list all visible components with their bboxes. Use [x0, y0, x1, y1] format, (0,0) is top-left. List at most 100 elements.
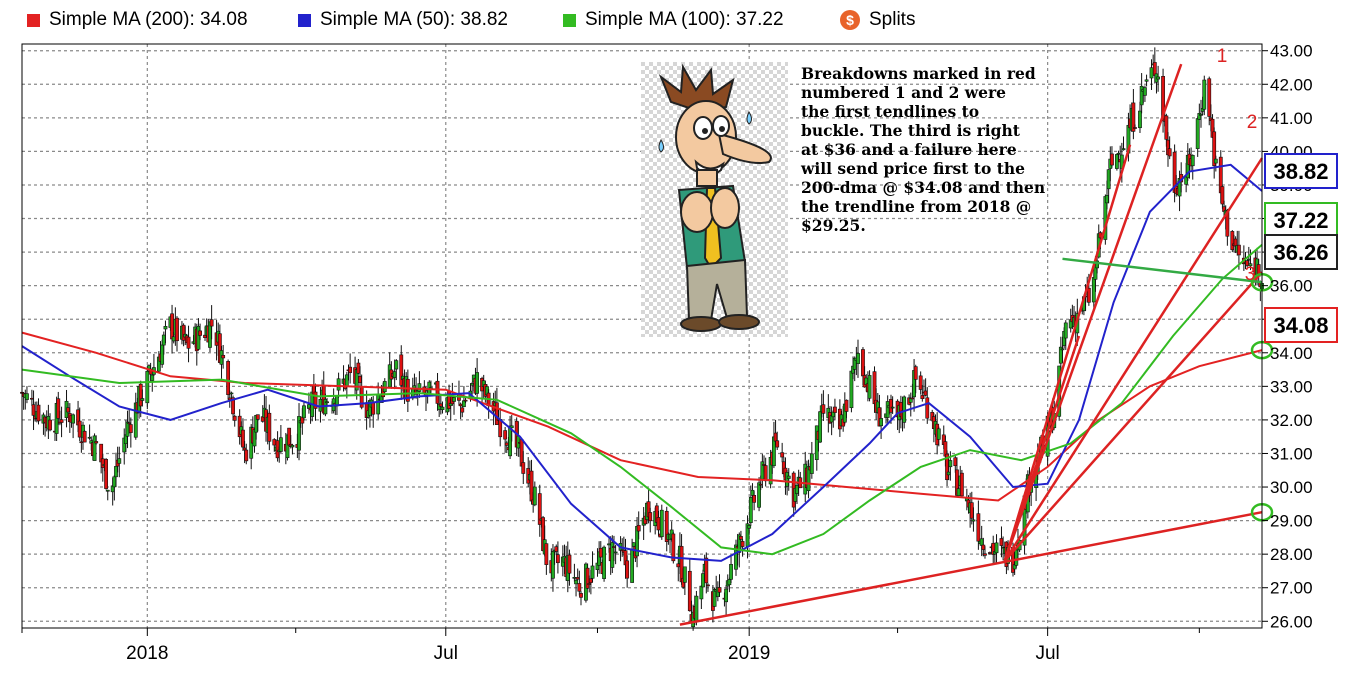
candle-body [405, 378, 410, 402]
candle-body [244, 449, 249, 462]
candle-body [856, 353, 860, 364]
candle-body [739, 536, 743, 540]
price-callouts: 38.82 37.22 36.26 34.08 [1264, 153, 1338, 343]
candle-body [994, 542, 999, 554]
candle-body [948, 460, 953, 468]
candle-body [1139, 85, 1144, 106]
candle-body [1133, 127, 1137, 129]
candle-body [138, 383, 143, 407]
candle-body [290, 444, 295, 448]
candle-body [313, 391, 318, 409]
legend-item-splits[interactable]: $ Splits [840, 9, 915, 31]
candle-body [577, 583, 582, 592]
annotation-line: at $36 and a failure here [801, 140, 1017, 159]
candle-body [602, 546, 606, 579]
candle-body [551, 551, 555, 579]
candle-body [336, 378, 341, 391]
candle-body [590, 565, 595, 579]
candle-body [104, 459, 108, 489]
candle-body [648, 512, 653, 522]
candle-body [971, 519, 976, 522]
candle-body [463, 399, 468, 402]
candle-body [1110, 153, 1114, 166]
legend-item-ma100[interactable]: Simple MA (100): 37.22 [563, 9, 784, 31]
legend-swatch-ma100 [563, 13, 576, 27]
candle-body [399, 354, 404, 386]
trendline-number-label: 3 [1245, 264, 1256, 285]
legend-item-ma50[interactable]: Simple MA (50): 38.82 [298, 9, 508, 31]
candle-body [1213, 158, 1218, 164]
candle-body [844, 399, 849, 412]
candle-body [382, 381, 387, 393]
candle-body [241, 429, 245, 448]
y-tick-label: 30.00 [1270, 478, 1313, 497]
annotation-line: Breakdowns marked in red [801, 64, 1036, 83]
candle-body [325, 401, 329, 404]
price-callout-label: 37.22 [1273, 208, 1328, 233]
annotation-line: the first tendlines to [801, 102, 980, 121]
candle-body [117, 458, 122, 464]
candle-body [588, 578, 593, 584]
candle-body [1105, 195, 1109, 204]
candle-body [232, 415, 237, 421]
candle-body [587, 583, 592, 585]
candle-body [94, 441, 99, 444]
candle-body [988, 552, 992, 554]
price-callout-box [1264, 153, 1338, 189]
candle-body [1207, 78, 1212, 117]
trendline-number-label: 2 [1247, 112, 1258, 133]
candle-body [694, 595, 699, 622]
candle-body [625, 560, 630, 579]
candle-body [1131, 102, 1136, 132]
y-tick-label: 32.00 [1270, 411, 1313, 430]
legend-item-ma200[interactable]: Simple MA (200): 34.08 [27, 9, 248, 31]
candle-body [170, 313, 174, 340]
candle-body [936, 428, 941, 440]
candle-body [145, 371, 150, 404]
candle-body [1212, 131, 1217, 166]
legend-label-ma50: Simple MA (50): 38.82 [320, 9, 508, 30]
candle-body [956, 488, 961, 497]
candle-body [460, 407, 465, 413]
candle-body [56, 398, 61, 419]
candle-body [572, 577, 577, 579]
candle-body [1138, 110, 1142, 129]
candle-body [226, 361, 231, 395]
candle-body [125, 421, 130, 437]
candle-body [920, 395, 925, 399]
y-tick-label: 31.00 [1270, 444, 1313, 463]
candle-body [717, 587, 722, 593]
candle-body [682, 566, 687, 583]
candle-body [275, 440, 280, 459]
ma-line [21, 243, 1263, 556]
candle-body [575, 577, 580, 580]
candle-body [31, 404, 36, 416]
legend-label-ma200: Simple MA (200): 34.08 [49, 9, 248, 30]
candle-body [242, 447, 247, 451]
price-callout-box [1264, 307, 1338, 343]
candle-body [66, 407, 71, 413]
candle-body [671, 533, 676, 562]
x-tick-label: 2019 [728, 643, 770, 664]
dollar-splits-icon: $ [840, 10, 860, 30]
candle-body [925, 397, 930, 419]
candle-body [959, 472, 964, 497]
candle-body [272, 439, 277, 446]
candle-body [979, 538, 984, 546]
candle-body [849, 370, 854, 409]
candle-body [585, 567, 590, 589]
y-tick-label: 41.00 [1270, 109, 1313, 128]
candle-body [302, 405, 306, 419]
candle-body [417, 383, 422, 392]
chart-annotation: Breakdowns marked in red numbered 1 and … [801, 64, 1071, 235]
candle-body [712, 589, 717, 607]
trendline [1003, 271, 1263, 562]
candle-body [806, 466, 811, 492]
trendline [1003, 157, 1264, 562]
candle-body [885, 401, 890, 418]
candle-body [1116, 152, 1121, 155]
candle-body [574, 579, 578, 585]
candle-body [818, 411, 822, 443]
candle-body [544, 543, 549, 565]
candle-body [356, 362, 361, 374]
